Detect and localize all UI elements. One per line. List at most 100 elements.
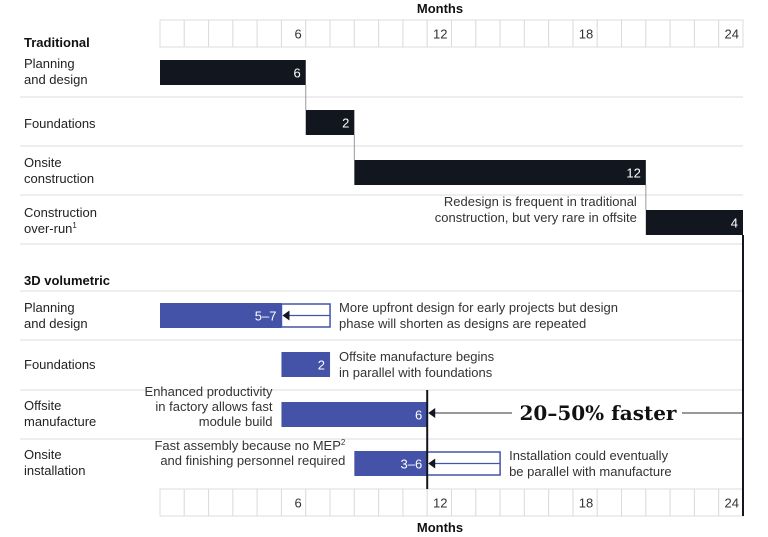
bottom-axis-cell — [402, 488, 428, 517]
bar-value-label: 4 — [731, 216, 738, 231]
bottom-axis-cell — [378, 488, 404, 517]
bottom-axis-cell — [718, 488, 744, 517]
top-axis-tick-label: 18 — [579, 27, 593, 42]
top-axis-cell — [669, 19, 695, 48]
annotation-note: Installation could eventually — [509, 448, 668, 463]
bottom-axis-cell — [451, 488, 477, 517]
bottom-axis-cell — [645, 488, 671, 517]
top-axis-cell — [329, 19, 355, 48]
top-axis-cell — [280, 19, 307, 48]
bar-value-label: 6 — [294, 66, 301, 81]
row-label: over-run1 — [24, 221, 77, 236]
top-axis-tick-label: 6 — [295, 27, 302, 42]
annotation-note-left: in factory allows fast — [155, 399, 272, 414]
bar-value-label: 2 — [318, 358, 325, 373]
bottom-axis-cell — [548, 488, 574, 517]
bottom-axis-cell — [280, 488, 307, 517]
bar — [354, 160, 646, 185]
top-axis-cell — [621, 19, 647, 48]
bar — [354, 451, 428, 476]
bottom-axis-tick-label: 12 — [433, 496, 447, 511]
bottom-axis-cell — [305, 488, 331, 517]
bar — [645, 210, 743, 235]
row-label: Foundations — [24, 357, 96, 372]
top-axis-cell — [208, 19, 234, 48]
annotation-note: More upfront design for early projects b… — [339, 300, 618, 315]
top-axis-tick-label: 24 — [725, 27, 739, 42]
annotation-note: Redesign is frequent in traditional — [444, 194, 637, 209]
top-axis-cell — [475, 19, 501, 48]
annotation-note: phase will shorten as designs are repeat… — [339, 316, 586, 331]
top-axis-cell — [183, 19, 210, 48]
bar — [305, 110, 355, 135]
row-label: Planning — [24, 300, 75, 315]
footnote-marker: 2 — [341, 438, 346, 447]
top-axis-cell — [596, 19, 623, 48]
bar — [160, 303, 282, 328]
bar-value-label: 12 — [626, 166, 640, 181]
bottom-axis-cell — [475, 488, 501, 517]
section-title: Traditional — [24, 35, 90, 50]
row-label: installation — [24, 463, 85, 478]
top-axis-cell — [305, 19, 331, 48]
row-label: and design — [24, 316, 88, 331]
bar-value-label: 6 — [415, 408, 422, 423]
bottom-axis-cell — [596, 488, 623, 517]
top-axis-cell — [232, 19, 258, 48]
row-label: Planning — [24, 56, 75, 71]
top-axis-cell — [451, 19, 477, 48]
row-label: construction — [24, 171, 94, 186]
annotation-note-left: Enhanced productivity — [145, 384, 273, 399]
row-label: Construction — [24, 205, 97, 220]
top-axis-cell — [718, 19, 744, 48]
annotation-note-left: and finishing personnel required — [160, 453, 345, 468]
top-axis-cell — [499, 19, 525, 48]
bottom-axis-tick-label: 18 — [579, 496, 593, 511]
bottom-axis-cell — [621, 488, 647, 517]
top-axis-tick-label: 12 — [433, 27, 447, 42]
highlight-arrow-head — [428, 408, 436, 418]
row-label: and design — [24, 72, 88, 87]
bar-value-label: 2 — [342, 116, 349, 131]
row-label: Onsite — [24, 155, 62, 170]
range-arrow-head — [428, 458, 436, 469]
bottom-axis-cell — [256, 488, 282, 517]
top-axis-cell — [645, 19, 671, 48]
footnote-marker: 1 — [72, 221, 77, 230]
bottom-axis-cell — [232, 488, 258, 517]
axis-title-bottom: Months — [417, 520, 463, 535]
bottom-axis-cell — [353, 488, 380, 517]
top-axis-cell — [402, 19, 428, 48]
bottom-axis-cell — [329, 488, 355, 517]
bottom-axis-tick-label: 6 — [295, 496, 302, 511]
row-label: manufacture — [24, 414, 96, 429]
row-label: Onsite — [24, 447, 62, 462]
annotation-note: be parallel with manufacture — [509, 464, 672, 479]
top-axis-cell — [572, 19, 598, 48]
bottom-axis-cell — [183, 488, 210, 517]
row-label: Offsite — [24, 398, 61, 413]
axis-title-top: Months — [417, 1, 463, 16]
annotation-note-left: module build — [199, 414, 273, 429]
top-axis-cell — [548, 19, 574, 48]
bottom-axis-cell — [208, 488, 234, 517]
bottom-axis-cell — [523, 488, 550, 517]
top-axis-cell — [523, 19, 550, 48]
top-axis-cell — [353, 19, 380, 48]
top-axis-cell — [159, 19, 185, 48]
bar-value-label: 3–6 — [401, 457, 423, 472]
row-label: Foundations — [24, 116, 96, 131]
bottom-axis-cell — [669, 488, 695, 517]
section-title: 3D volumetric — [24, 273, 110, 288]
top-axis-cell — [426, 19, 453, 48]
bar-value-label: 5–7 — [255, 309, 277, 324]
annotation-note: construction, but very rare in offsite — [435, 210, 637, 225]
range-arrow-head — [282, 310, 290, 321]
bottom-axis-cell — [426, 488, 453, 517]
bottom-axis-cell — [572, 488, 598, 517]
bottom-axis-tick-label: 24 — [725, 496, 739, 511]
bar — [281, 352, 331, 377]
bar — [160, 60, 306, 85]
